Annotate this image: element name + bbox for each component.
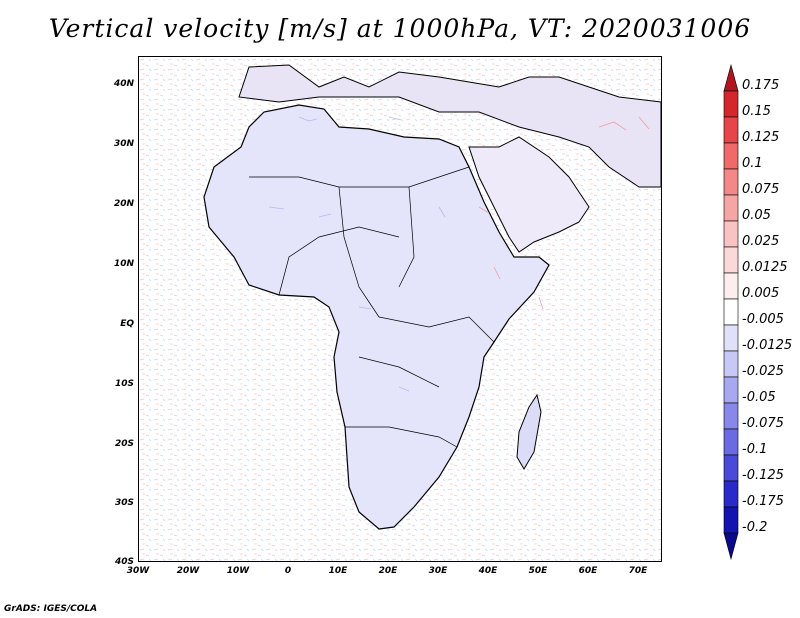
footer-credit: GrADS: IGES/COLA — [4, 604, 98, 614]
legend-label: 0.125 — [742, 130, 780, 145]
legend-label: -0.005 — [742, 312, 784, 327]
arabia-landmass — [468, 136, 590, 253]
legend-label: 0.05 — [742, 208, 771, 223]
lon-label-10w: 10W — [226, 566, 250, 576]
lat-label-20s: 20S — [114, 439, 134, 449]
colorbar-top-triangle — [723, 63, 739, 92]
colorbar-swatch — [723, 194, 739, 222]
africa-landmass — [203, 104, 550, 530]
lon-label-20w: 20W — [176, 566, 200, 576]
lon-label-0: 0 — [284, 566, 292, 576]
legend-label: 0.175 — [742, 78, 780, 93]
legend-label: -0.175 — [742, 494, 784, 509]
map-canvas — [139, 57, 661, 561]
colorbar-swatch — [723, 480, 739, 508]
legend-label: -0.2 — [742, 520, 768, 535]
colorbar-swatch — [723, 220, 739, 248]
colorbar-swatch — [723, 272, 739, 300]
map-panel — [138, 56, 662, 562]
colorbar-swatch — [723, 324, 739, 352]
legend-label: -0.1 — [742, 442, 768, 457]
madagascar — [516, 393, 542, 470]
lat-label-20n: 20N — [113, 199, 134, 209]
country-borders — [249, 166, 495, 448]
lon-label-70e: 70E — [628, 566, 648, 576]
legend-label: 0.005 — [742, 286, 780, 301]
colorbar-swatch — [723, 506, 739, 534]
colorbar-swatch — [723, 90, 739, 118]
legend-label: 0.025 — [742, 234, 780, 249]
legend-label: 0.0125 — [742, 260, 788, 275]
lat-label-40n: 40N — [113, 79, 134, 89]
colorbar-swatch — [723, 142, 739, 170]
lat-label-10n: 10N — [113, 259, 134, 269]
colorbar-swatch — [723, 350, 739, 378]
colorbar-swatch — [723, 298, 739, 326]
lon-label-20e: 20E — [378, 566, 398, 576]
colorbar-swatch — [723, 428, 739, 456]
colorbar-swatch — [723, 376, 739, 404]
colorbar-swatch — [723, 402, 739, 430]
vertical-velocity-field — [268, 116, 446, 392]
legend-label: 0.075 — [742, 182, 780, 197]
colorbar-swatch — [723, 168, 739, 196]
lon-label-30w: 30W — [126, 566, 150, 576]
lon-label-30e: 30E — [428, 566, 448, 576]
colorbar-swatch — [723, 246, 739, 274]
lat-label-30s: 30S — [114, 498, 134, 508]
legend-label: 0.1 — [742, 156, 763, 171]
legend-label: -0.025 — [742, 364, 784, 379]
lon-label-50e: 50E — [528, 566, 548, 576]
lon-label-10e: 10E — [328, 566, 348, 576]
updraft-field — [478, 116, 650, 310]
colorbar — [723, 63, 739, 560]
lon-label-40e: 40E — [478, 566, 498, 576]
lat-label-40s: 40S — [114, 557, 134, 567]
colorbar-swatch — [723, 116, 739, 144]
colorbar-bottom-triangle — [723, 532, 739, 560]
legend-label: -0.125 — [742, 468, 784, 483]
lon-label-60e: 60E — [578, 566, 598, 576]
legend-label: -0.05 — [742, 390, 776, 405]
legend-label: -0.075 — [742, 416, 784, 431]
lat-label-10s: 10S — [114, 379, 134, 389]
lat-label-30n: 30N — [113, 139, 134, 149]
europe-landmass — [238, 64, 661, 188]
map-title: Vertical velocity [m/s] at 1000hPa, VT: … — [48, 14, 752, 43]
lat-label-eq: EQ — [120, 319, 134, 329]
legend-label: 0.15 — [742, 104, 771, 119]
legend-label: -0.0125 — [742, 338, 793, 353]
colorbar-swatch — [723, 454, 739, 482]
